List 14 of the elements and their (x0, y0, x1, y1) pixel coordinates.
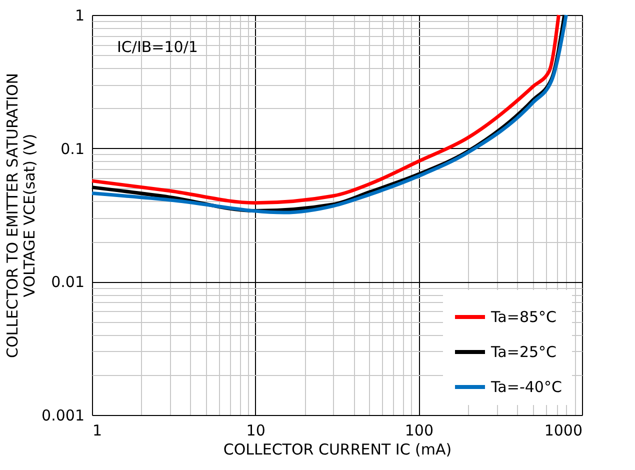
x-axis-title: COLLECTOR CURRENT IC (mA) (223, 440, 452, 458)
legend-label: Ta=-40°C (490, 378, 562, 396)
x-tick-label: 10 (246, 422, 266, 440)
y-axis-title: COLLECTOR TO EMITTER SATURATION VOLTAGE VCE(sat) (V) (4, 73, 39, 358)
y-tick-label: 0.001 (42, 406, 84, 424)
legend-label: Ta=25°C (490, 343, 557, 361)
x-tick-label: 1000 (544, 422, 582, 440)
y-tick-label: 1 (74, 6, 84, 24)
annotation: IC/IB=10/1 (117, 38, 198, 56)
legend-label: Ta=85°C (490, 308, 557, 326)
y-tick-label: 0.1 (60, 140, 84, 158)
x-tick-label: 1 (92, 422, 102, 440)
x-tick-label: 100 (404, 422, 434, 440)
y-tick-label: 0.01 (51, 273, 84, 292)
